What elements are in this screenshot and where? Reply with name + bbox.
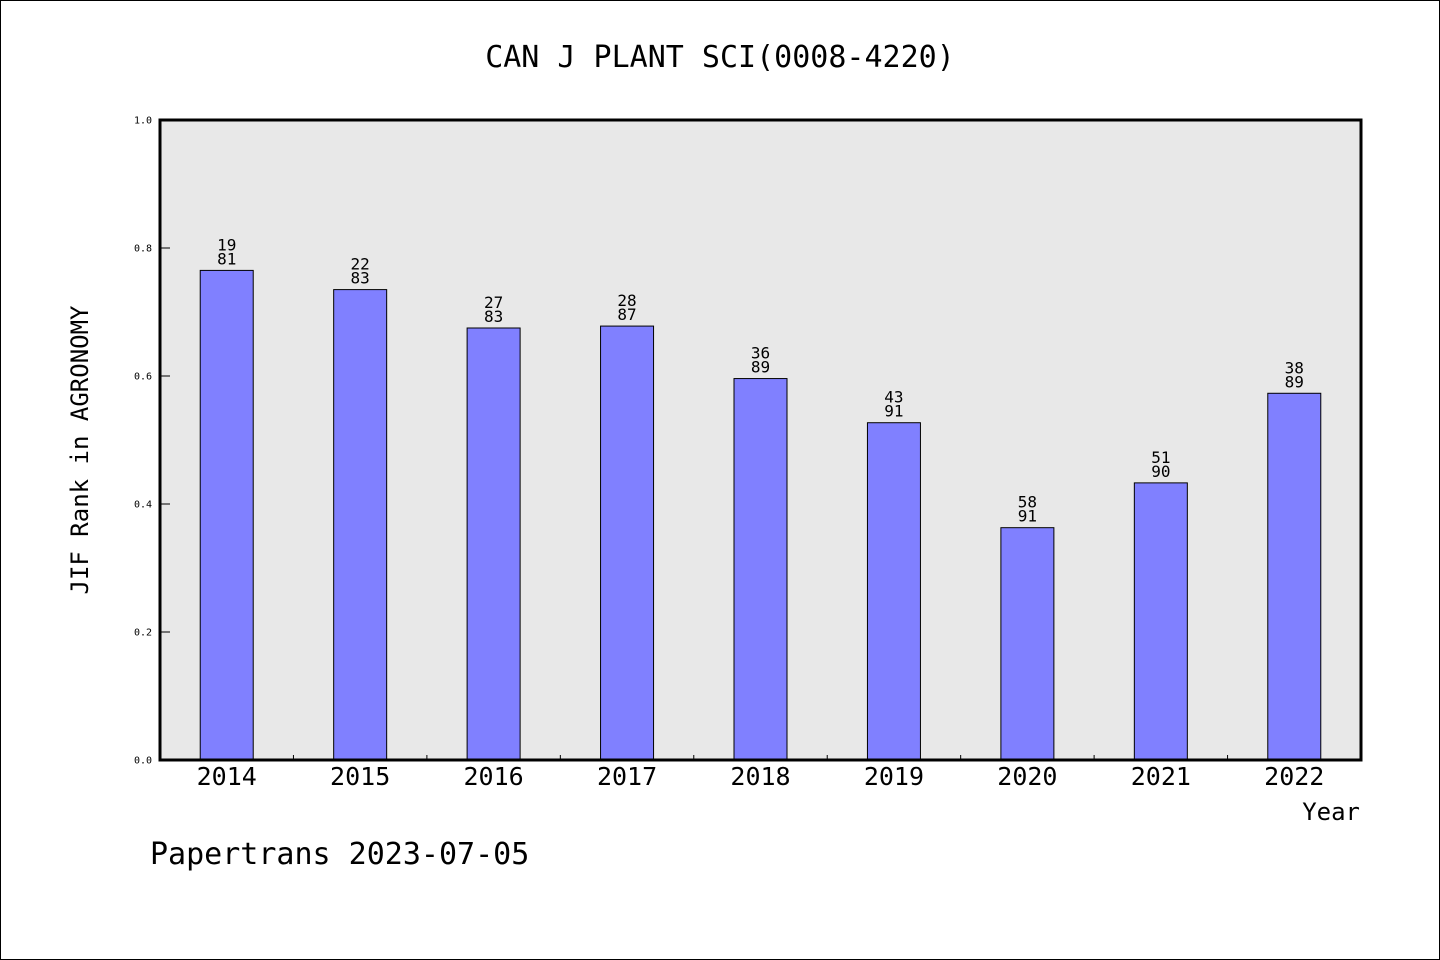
bar-rank-label: 28	[617, 291, 636, 310]
bar-2021	[1133, 482, 1188, 761]
bar-total-label: 83	[484, 307, 503, 326]
bar-total-label: 91	[884, 402, 903, 421]
x-tick-label: 2017	[597, 762, 657, 791]
x-axis-label: Year	[1302, 798, 1360, 826]
bar-total-label: 89	[1285, 372, 1304, 391]
y-tick-label: 0.6	[134, 372, 152, 383]
x-tick-label: 2021	[1131, 762, 1191, 791]
bar-2020	[1000, 527, 1055, 761]
y-tick-label: 0.2	[134, 628, 152, 639]
bar-2017	[600, 325, 655, 761]
x-tick-label: 2015	[330, 762, 390, 791]
x-tick-label: 2022	[1264, 762, 1324, 791]
y-tick-label: 0.8	[134, 244, 152, 255]
x-tick-label: 2019	[864, 762, 924, 791]
x-tick-label: 2014	[197, 762, 257, 791]
chart-title: CAN J PLANT SCI(0008-4220)	[485, 40, 955, 75]
bar-total-label: 81	[217, 249, 236, 268]
x-tick-label: 2016	[464, 762, 524, 791]
bar-2022	[1267, 392, 1322, 761]
bar-2015	[333, 289, 388, 761]
y-tick-label: 1.0	[134, 116, 152, 127]
bar-total-label: 90	[1151, 462, 1170, 481]
bar-rank-label: 43	[884, 388, 903, 407]
x-tick-label: 2018	[730, 762, 790, 791]
bar-total-label: 87	[617, 305, 636, 324]
y-axis-label: JIF Rank in AGRONOMY	[66, 305, 94, 595]
plot-border	[158, 118, 1363, 762]
bar-2014	[199, 269, 254, 761]
bar-rank-label: 58	[1018, 493, 1037, 512]
footer-text: Papertrans 2023-07-05	[150, 837, 529, 872]
bar-total-label: 83	[351, 269, 370, 288]
y-tick-label: 0.0	[134, 756, 152, 767]
bar-2016	[466, 327, 521, 761]
y-tick-label: 0.4	[134, 500, 152, 511]
bar-total-label: 89	[751, 358, 770, 377]
bar-2018	[733, 378, 788, 761]
bar-rank-label: 36	[751, 344, 770, 363]
x-axis: 2014 2015 2016 2017 2018 2019 2020 2021 2022	[197, 755, 1324, 791]
bar-rank-label: 38	[1285, 358, 1304, 377]
bar-total-label: 91	[1018, 507, 1037, 526]
bar-rank-label: 51	[1151, 448, 1170, 467]
bar-rank-label: 19	[217, 235, 236, 254]
bar-rank-label: 22	[351, 255, 370, 274]
bar-2019	[866, 422, 921, 761]
x-tick-label: 2020	[997, 762, 1057, 791]
bar-rank-label: 27	[484, 293, 503, 312]
